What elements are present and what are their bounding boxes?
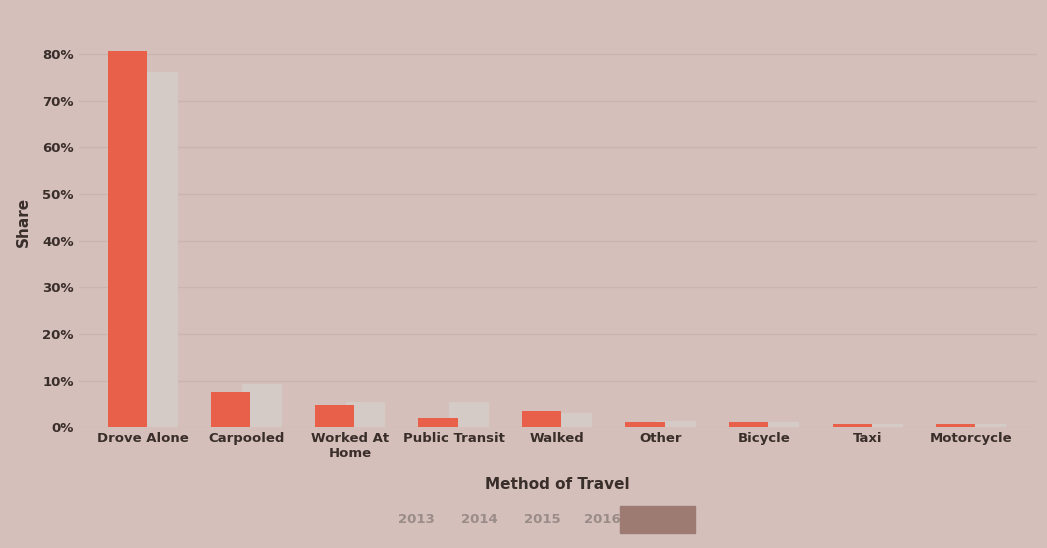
Text: 2017: 2017: [640, 513, 675, 526]
Bar: [315, 404, 354, 427]
Bar: [108, 50, 147, 427]
Bar: [760, 423, 799, 427]
Bar: [242, 384, 282, 427]
Text: 2015: 2015: [525, 513, 560, 526]
Bar: [138, 72, 178, 427]
Bar: [418, 418, 458, 427]
Bar: [967, 424, 1006, 427]
X-axis label: Method of Travel: Method of Travel: [485, 477, 630, 492]
Bar: [346, 402, 385, 427]
Bar: [625, 423, 665, 427]
Bar: [656, 421, 696, 427]
Y-axis label: Share: Share: [16, 197, 31, 247]
Bar: [211, 392, 250, 427]
Bar: [729, 423, 768, 427]
Bar: [553, 413, 593, 427]
Bar: [936, 424, 976, 427]
Text: 2013: 2013: [398, 513, 436, 526]
Bar: [449, 402, 489, 427]
Bar: [832, 424, 872, 427]
Bar: [521, 411, 561, 427]
Text: 2016: 2016: [583, 513, 621, 526]
Bar: [864, 424, 903, 427]
Text: 2014: 2014: [461, 513, 498, 526]
